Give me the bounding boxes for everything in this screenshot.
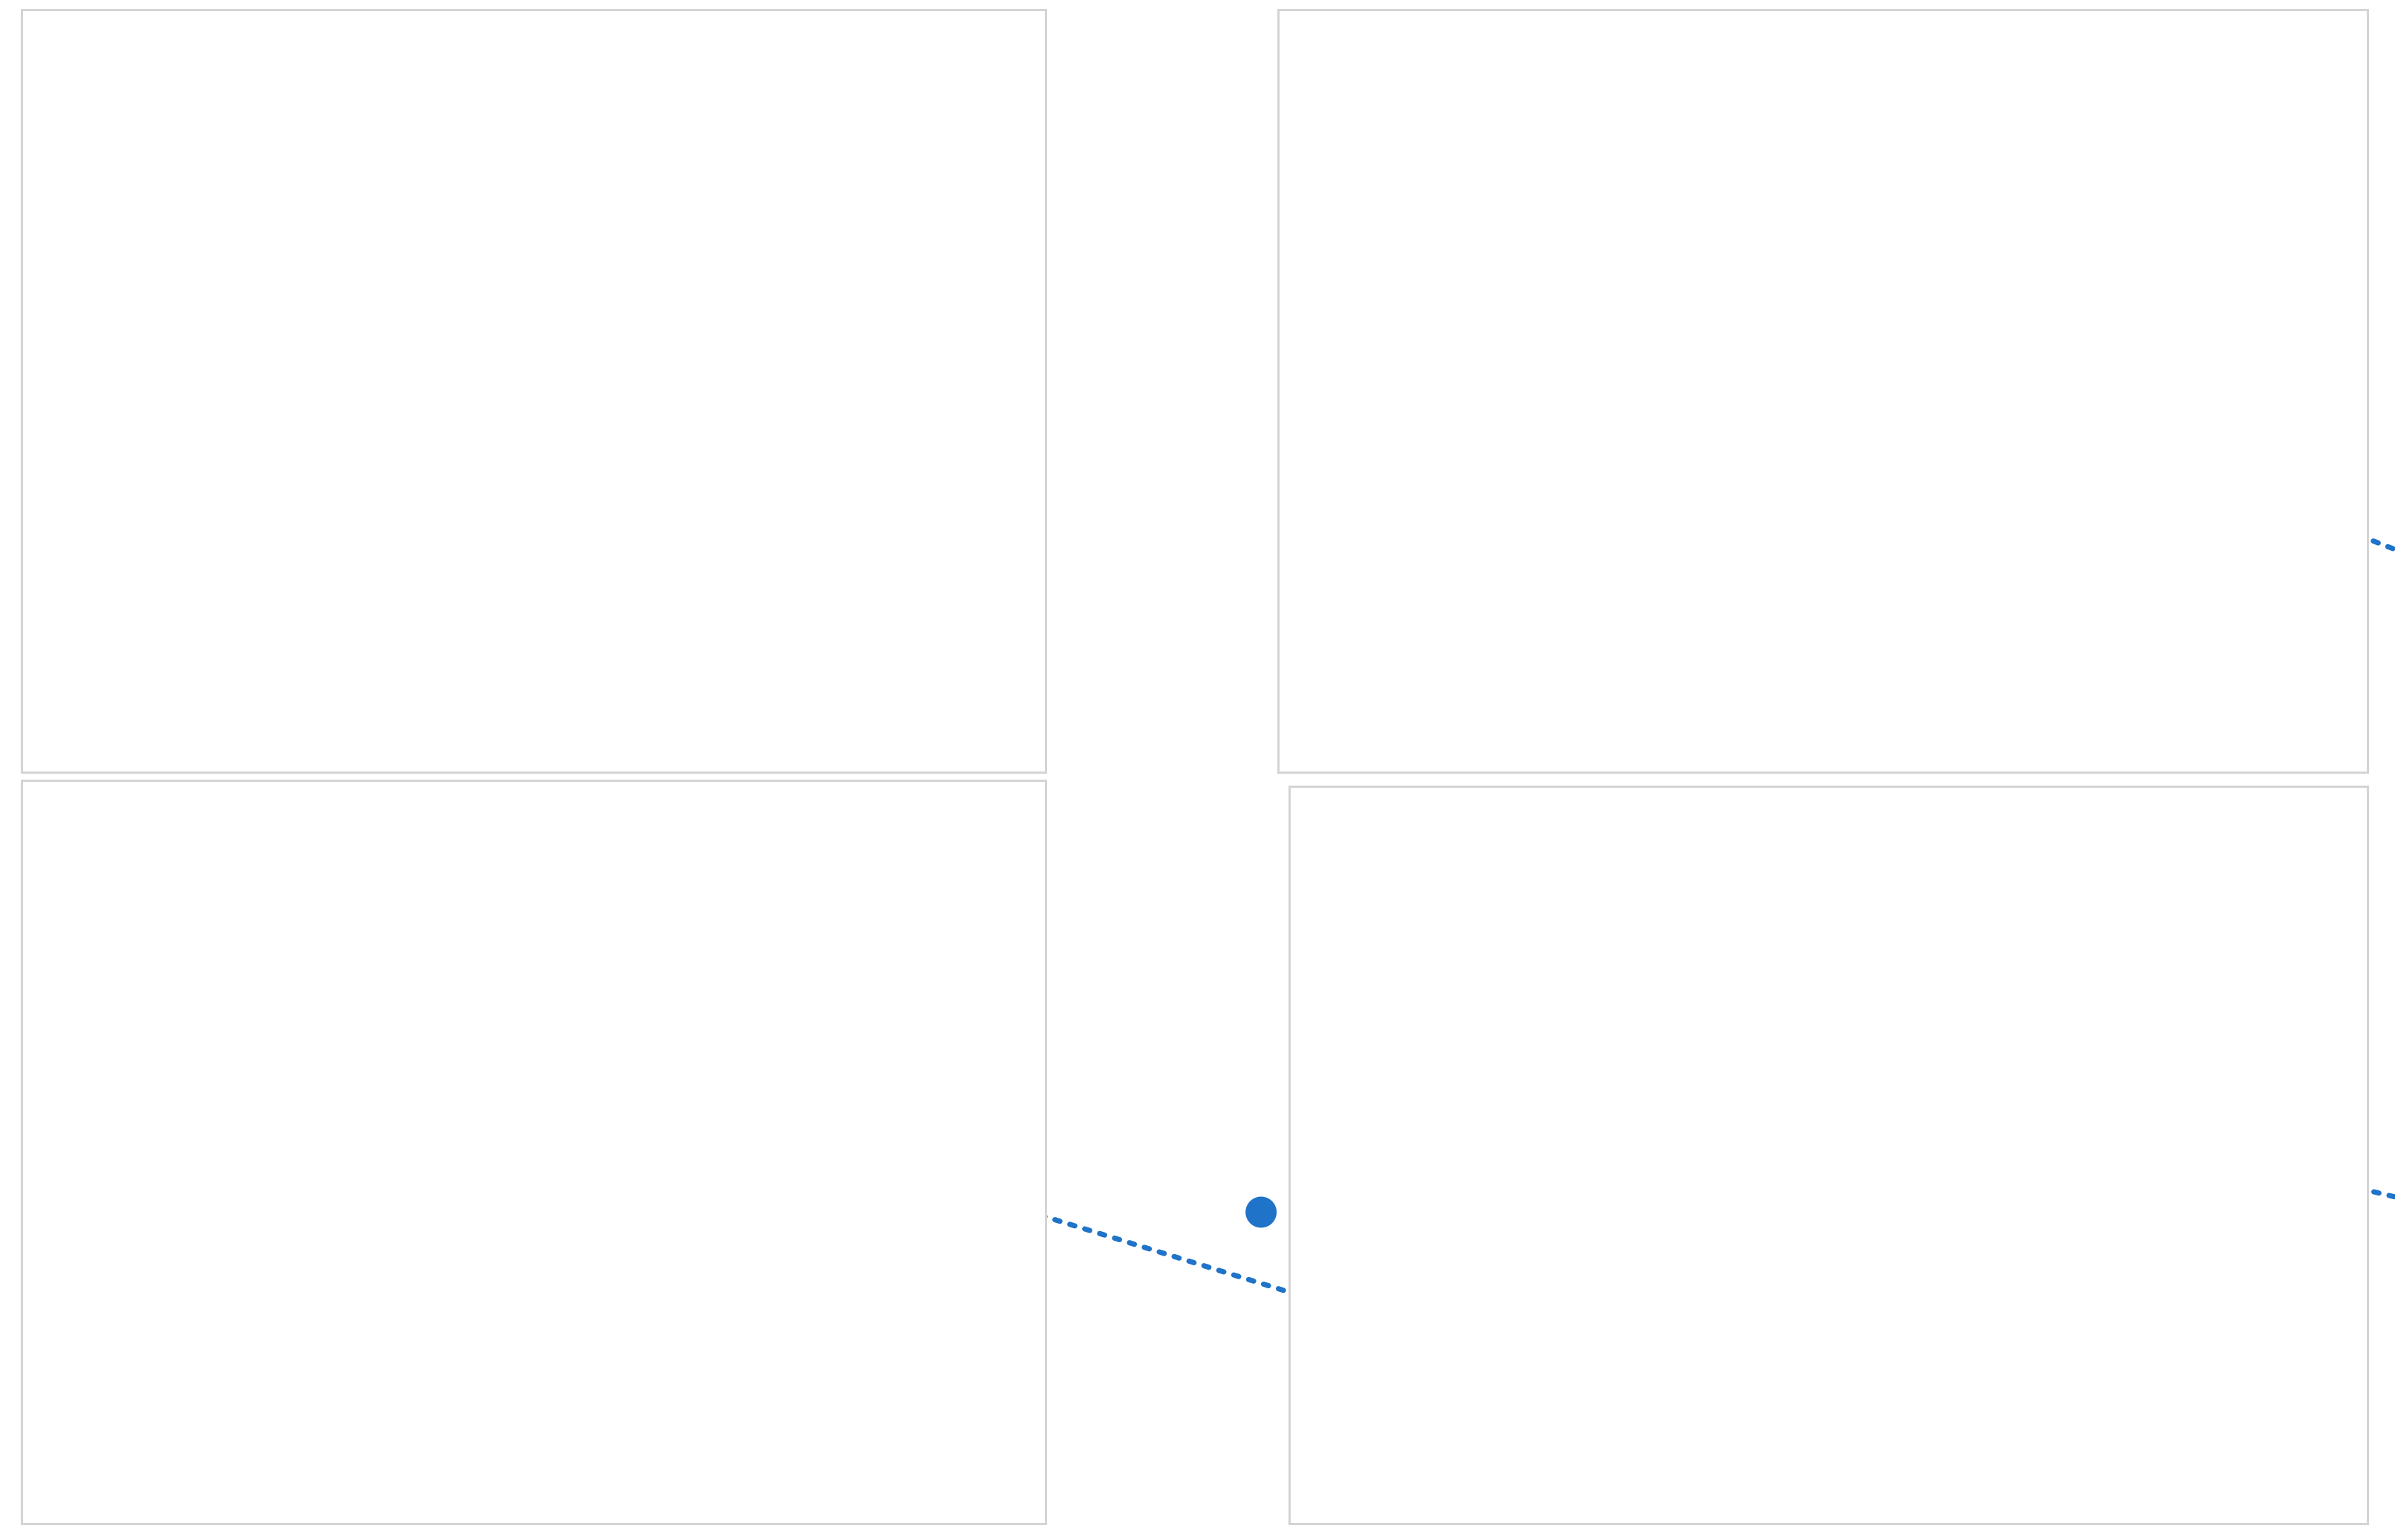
chart-panel-tti-18 bbox=[1277, 9, 2369, 774]
chart-panel-tti-17 bbox=[21, 9, 1047, 774]
data-point bbox=[1245, 1196, 1277, 1228]
chart-panel-tti-19 bbox=[21, 780, 1047, 1525]
chart-panel-tti-20 bbox=[1288, 786, 2369, 1525]
